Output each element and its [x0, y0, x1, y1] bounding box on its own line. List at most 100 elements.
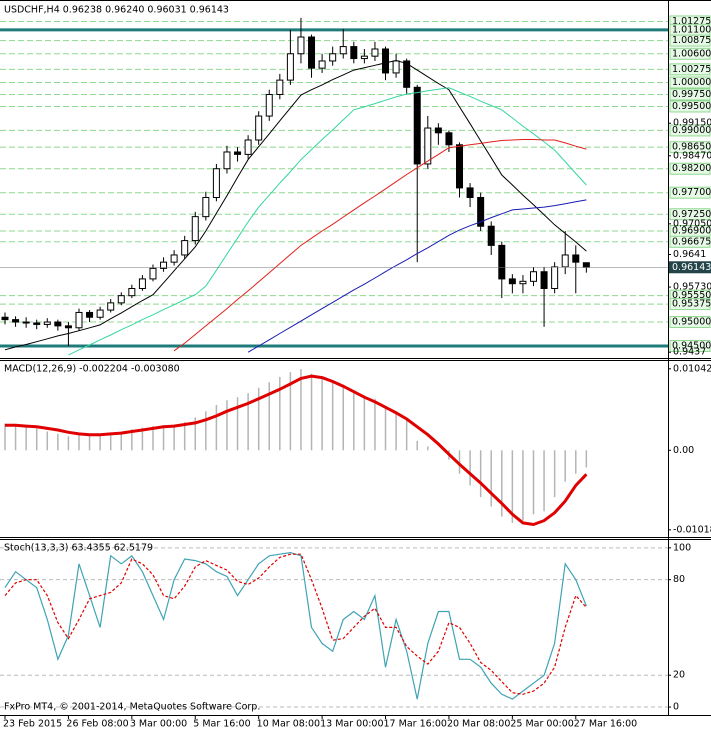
- level-label: 0.98200: [672, 163, 711, 174]
- line: [5, 374, 588, 527]
- candle-body: [149, 267, 157, 280]
- panel-title: USDCHF,H4 0.96238 0.96240 0.96031 0.9614…: [4, 5, 229, 16]
- level-label: 1.00875: [672, 35, 711, 46]
- x-tick-label: 20 Mar 08:00: [447, 719, 510, 730]
- footer: FxPro MT4, © 2001-2014, MetaQuotes Softw…: [4, 702, 260, 713]
- candle-body: [22, 321, 30, 324]
- candle-body: [360, 55, 368, 60]
- level-label: 0.99000: [672, 125, 711, 136]
- y-tick-label: 0.010428: [673, 363, 711, 374]
- candle-body: [434, 127, 442, 134]
- y-tick-label: -0.010186: [673, 524, 711, 535]
- candle-body: [466, 187, 474, 198]
- candle-body: [212, 168, 220, 198]
- level-label-box: [669, 298, 711, 311]
- y-tick-label: 0: [673, 702, 679, 713]
- candle-body: [255, 115, 263, 141]
- line: [4, 59, 587, 351]
- level-label: 0.99500: [672, 101, 711, 112]
- candle-body: [413, 86, 421, 165]
- y-tick-label: 80: [673, 574, 685, 585]
- level-label-box: [669, 141, 711, 154]
- level-label-box: [669, 76, 711, 89]
- candle-body: [265, 93, 273, 117]
- level-label: 0.95375: [672, 299, 711, 310]
- last-price-box: [669, 261, 711, 274]
- line: [68, 87, 587, 356]
- level-label: 1.01275: [672, 16, 711, 27]
- candle-body: [572, 254, 580, 263]
- candle-body: [456, 144, 464, 189]
- level-label-box: [669, 34, 711, 47]
- candle-body: [234, 151, 242, 155]
- axis: 100 80 20 0: [668, 542, 691, 713]
- y-tick-label: 0.99150: [673, 118, 711, 129]
- candle-body: [424, 127, 432, 165]
- candle-body: [202, 196, 210, 218]
- candle-body: [54, 321, 62, 327]
- level-label-box: [669, 235, 711, 248]
- candle-body: [244, 139, 252, 155]
- candle-body: [540, 271, 548, 289]
- x-tick-label: 25 Mar 00:00: [510, 719, 573, 730]
- x-tick-label: 23 Feb 2015: [3, 719, 62, 730]
- candle-body: [138, 278, 146, 289]
- candle-body: [329, 53, 337, 62]
- candle-body: [350, 46, 358, 60]
- level-label: 0.96675: [672, 236, 711, 247]
- y-tick-label: 0.97050: [673, 218, 711, 229]
- level-label-box: [669, 100, 711, 113]
- level-label-box: [669, 208, 711, 221]
- axis: 0.010428 0.00 -0.010186: [668, 363, 711, 535]
- level-label: 0.98650: [672, 142, 711, 153]
- level-label: 0.97250: [672, 209, 711, 220]
- last-price-label: 0.96143: [672, 262, 711, 273]
- level-label-box: [669, 47, 711, 60]
- y-tick-label: 0.98470: [673, 150, 711, 161]
- y-tick-label: 0.9641: [673, 249, 706, 260]
- x-tick-label: 3 Mar 00:00: [130, 719, 187, 730]
- candle-body: [519, 280, 527, 285]
- level-label: 1.00000: [672, 77, 711, 88]
- y-tick-label: 0.9437: [673, 347, 706, 358]
- level-label: 0.97700: [672, 187, 711, 198]
- level-label: 0.95000: [672, 317, 711, 328]
- candle-body: [1, 316, 9, 321]
- level-label-box: [669, 124, 711, 137]
- panel: [0, 17, 668, 356]
- level-label-box: [669, 63, 711, 76]
- candle-body: [128, 287, 136, 297]
- y-tick-label: 100: [673, 542, 691, 553]
- candle-body: [339, 46, 347, 55]
- candle-body: [487, 225, 495, 246]
- candle-body: [530, 271, 537, 282]
- y-tick-label: 0.95730: [673, 282, 711, 293]
- candle-body: [181, 240, 189, 256]
- candle-body: [318, 60, 326, 69]
- candle-body: [308, 36, 316, 69]
- candle-body: [477, 196, 485, 227]
- level-label: 0.95550: [672, 290, 711, 301]
- candle-body: [371, 48, 379, 57]
- y-tick-label: 20: [673, 670, 685, 681]
- candle-body: [561, 254, 569, 268]
- candle-body: [551, 266, 559, 289]
- candle-body: [445, 132, 453, 146]
- candle-body: [382, 48, 390, 74]
- level-label: 1.01100: [672, 24, 711, 35]
- candle-body: [75, 311, 83, 329]
- candle-body: [33, 322, 41, 325]
- y-tick-label: 0.00: [673, 445, 694, 456]
- candle-body: [117, 295, 125, 304]
- panel-title: MACD(12,26,9) -0.002204 -0.003080: [4, 364, 180, 375]
- candle-body: [107, 302, 115, 311]
- candle-body: [64, 325, 72, 329]
- line: [173, 139, 587, 352]
- candle-body: [170, 254, 178, 263]
- level-label: 1.00600: [672, 48, 711, 59]
- candle-body: [498, 244, 506, 280]
- level-label-box: [669, 88, 711, 101]
- level-label: 0.96900: [672, 226, 711, 237]
